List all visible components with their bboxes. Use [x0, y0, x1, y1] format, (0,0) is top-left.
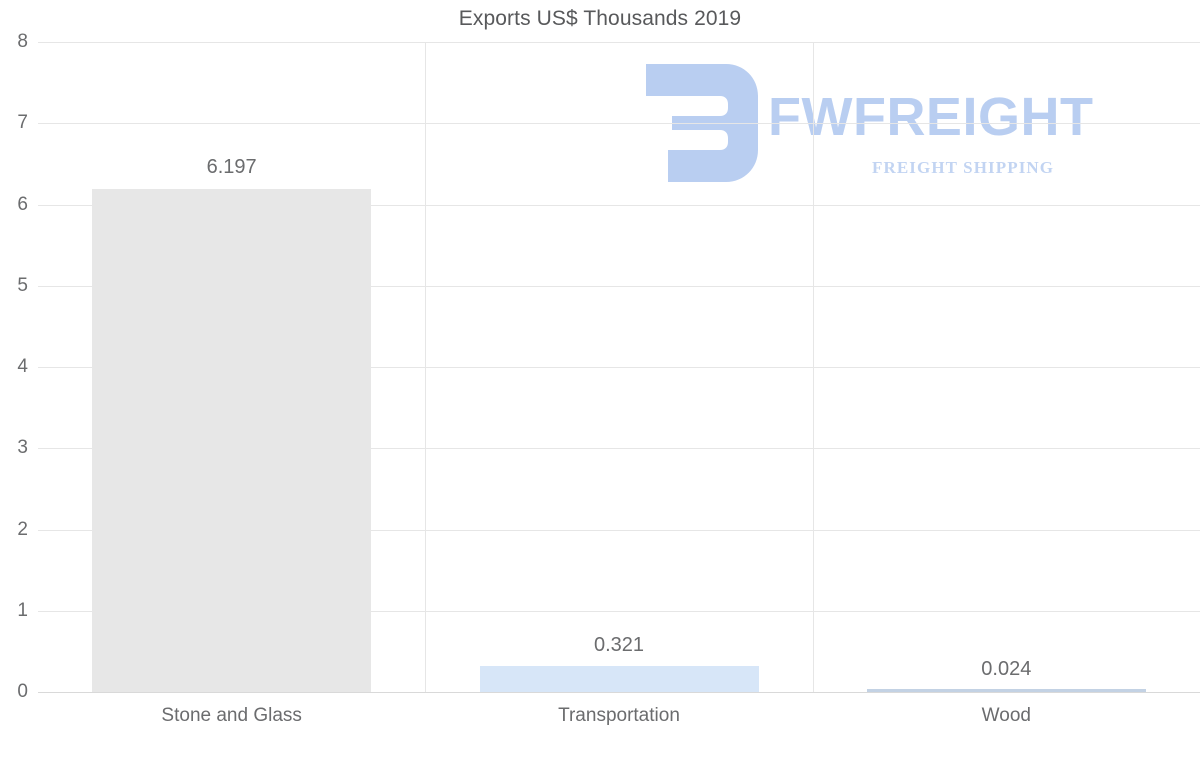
y-axis-tick-label: 3	[17, 437, 28, 459]
bar-wood[interactable]	[867, 689, 1146, 692]
gridline-horizontal	[38, 367, 1200, 368]
gridline-horizontal	[38, 285, 1200, 287]
y-axis-tick-label: 4	[17, 356, 28, 377]
gridline-horizontal	[38, 529, 1200, 531]
gridline-horizontal	[38, 692, 1200, 693]
gridline-horizontal	[38, 123, 1200, 125]
gridline-horizontal	[38, 204, 1200, 206]
bar-value-label: 0.321	[593, 633, 645, 656]
bar-value-label: 0.024	[981, 658, 1032, 681]
y-axis-tick-label: 6	[17, 193, 28, 215]
y-axis-tick-label: 8	[17, 31, 28, 52]
y-axis-tick-label: 0	[17, 681, 28, 702]
x-axis-tick-label: Wood	[981, 705, 1031, 726]
x-axis-tick-label: Stone and Glass	[161, 705, 302, 726]
gridline-vertical	[425, 42, 426, 692]
y-axis-tick-label: 7	[17, 112, 28, 134]
bar-transportation[interactable]	[480, 665, 759, 692]
gridline-vertical	[813, 42, 814, 692]
gridline-horizontal	[38, 448, 1200, 450]
gridline-horizontal	[38, 610, 1200, 612]
gridline-horizontal	[38, 42, 1200, 43]
chart-title: Exports US$ Thousands 2019	[458, 7, 742, 30]
y-axis-tick-label: 2	[17, 518, 28, 540]
y-axis-tick-label: 5	[17, 274, 28, 296]
bar-stone-and-glass[interactable]	[92, 188, 371, 692]
bar-value-label: 6.197	[206, 156, 257, 179]
x-axis-tick-label: Transportation	[558, 705, 680, 726]
y-axis-tick-label: 1	[17, 599, 28, 621]
plot-area	[38, 42, 1200, 693]
